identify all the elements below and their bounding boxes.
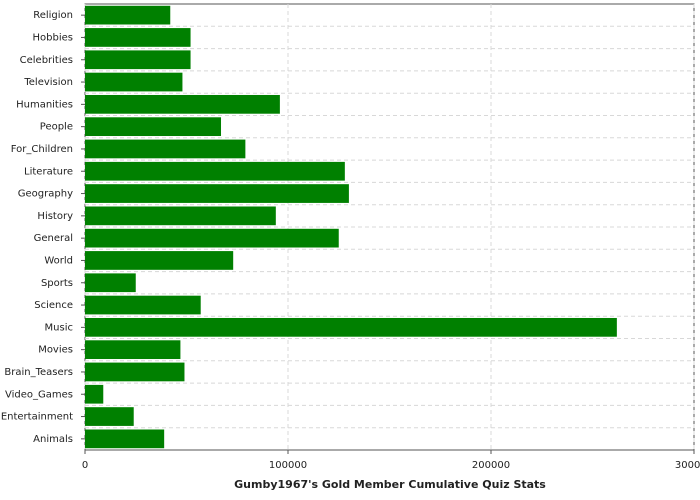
bar — [85, 273, 136, 293]
chart-title: Gumby1967's Gold Member Cumulative Quiz … — [234, 478, 546, 491]
bar — [85, 5, 171, 25]
bar — [85, 407, 134, 426]
bar — [85, 184, 349, 203]
bar — [85, 139, 246, 159]
y-tick-label: History — [37, 211, 73, 222]
y-tick-label: Celebrities — [20, 55, 73, 66]
y-tick-label: Video_Games — [5, 389, 73, 400]
bar — [85, 161, 345, 181]
y-tick-label: Literature — [24, 166, 73, 177]
x-tick-label: 0 — [82, 460, 88, 471]
y-tick-label: For_Children — [11, 144, 73, 155]
x-tick-label: 100000 — [269, 460, 307, 471]
x-tick-label: 300000 — [675, 460, 700, 471]
y-tick-label: Religion — [33, 10, 73, 21]
bar — [85, 384, 104, 404]
y-tick-label: People — [40, 122, 73, 133]
bar — [85, 295, 201, 315]
y-tick-label: Entertainment — [1, 412, 73, 423]
y-tick-label: Animals — [33, 434, 73, 445]
y-tick-label: Sports — [41, 278, 73, 289]
bar — [85, 340, 181, 360]
y-tick-label: Science — [34, 300, 73, 311]
x-tick-label: 200000 — [472, 460, 510, 471]
y-tick-label: Movies — [38, 345, 73, 356]
y-tick-label: Television — [23, 77, 73, 88]
bar — [85, 117, 222, 137]
y-tick-label: Brain_Teasers — [4, 367, 73, 378]
y-tick-label: World — [44, 255, 73, 266]
bar — [85, 94, 280, 114]
y-tick-label: Music — [45, 322, 73, 333]
bar — [85, 362, 185, 382]
bar — [85, 429, 165, 449]
bar — [85, 317, 617, 337]
y-tick-label: Geography — [18, 189, 73, 200]
bar — [85, 251, 234, 270]
y-tick-label: Hobbies — [33, 32, 73, 43]
y-tick-label: Humanities — [16, 99, 73, 110]
bar — [85, 72, 183, 92]
bar — [85, 50, 191, 70]
bar — [85, 28, 191, 47]
y-tick-label: General — [34, 233, 73, 244]
bar — [85, 228, 339, 248]
bar — [85, 206, 276, 226]
